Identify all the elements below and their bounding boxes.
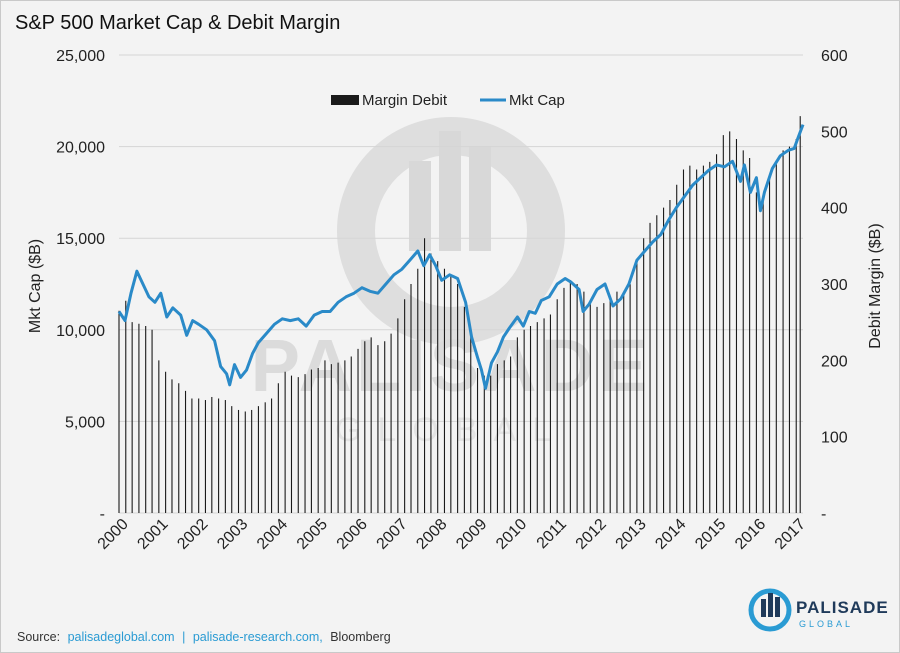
- grid-layer: [119, 54, 803, 514]
- x-tick-label: 2017: [772, 516, 809, 553]
- right-axis-title: Debit Margin ($B): [867, 223, 884, 348]
- x-tick-label: 2016: [732, 516, 769, 553]
- right-tick-label: 300: [821, 277, 848, 294]
- right-tick-label: 400: [821, 201, 848, 218]
- legend-label-margin-debit: Margin Debit: [362, 92, 448, 109]
- x-tick-label: 2007: [373, 516, 410, 553]
- brand-sub: GLOBAL: [799, 619, 853, 629]
- x-tick-label: 2009: [453, 516, 490, 553]
- left-tick-label: 10,000: [56, 323, 105, 340]
- left-axis-title: Mkt Cap ($B): [27, 239, 44, 333]
- brand-name: PALISADE: [796, 598, 889, 617]
- watermark-bar-icon: [409, 161, 431, 251]
- watermark-text: PALISADE: [251, 324, 652, 407]
- watermark-bar-icon: [439, 131, 461, 251]
- margin-debit-bars: [118, 116, 801, 513]
- x-tick-label: 2013: [613, 516, 650, 553]
- x-tick-label: 2001: [134, 516, 171, 553]
- brand-ring-icon: [748, 588, 792, 632]
- x-axis-ticks: 2000 2001 2002 2003 2004 2005 2006 2007 2008 2009…: [95, 516, 809, 553]
- brand-bar-icon: [768, 593, 773, 617]
- left-tick-label: 5,000: [65, 414, 105, 431]
- brand-bar-icon: [775, 597, 780, 617]
- legend-label-mkt-cap: Mkt Cap: [509, 92, 565, 109]
- source-extra: Bloomberg: [330, 630, 390, 644]
- x-tick-label: 2014: [652, 516, 689, 553]
- watermark-bar-icon: [469, 146, 491, 251]
- chart-title: S&P 500 Market Cap & Debit Margin: [15, 12, 340, 34]
- x-tick-label: 2004: [254, 516, 291, 553]
- source-note: Source: palisadeglobal.com | palisade-re…: [17, 630, 391, 644]
- legend-swatch-margin-debit: [331, 95, 359, 105]
- source-label: Source:: [17, 630, 60, 644]
- source-separator: |: [182, 630, 185, 644]
- x-tick-label: 2012: [573, 516, 610, 553]
- left-tick-label: 25,000: [56, 48, 105, 65]
- brand-logo: PALISADE GLOBAL: [748, 588, 889, 632]
- right-tick-label: 100: [821, 430, 848, 447]
- brand-bar-icon: [761, 599, 766, 617]
- x-tick-label: 2011: [534, 516, 570, 552]
- left-tick-label: 20,000: [56, 140, 105, 157]
- right-tick-label: 200: [821, 353, 848, 370]
- left-tick-label: 15,000: [56, 231, 105, 248]
- legend: Margin Debit Mkt Cap: [331, 92, 565, 109]
- x-tick-label: 2003: [214, 516, 251, 553]
- source-link-palisadeglobal[interactable]: palisadeglobal.com: [68, 630, 175, 644]
- left-tick-label: -: [100, 506, 105, 523]
- right-tick-label: 600: [821, 48, 848, 65]
- x-tick-label: 2002: [174, 516, 211, 553]
- mkt-cap-line-group: [117, 124, 805, 390]
- right-tick-label: -: [821, 506, 826, 523]
- x-tick-label: 2006: [334, 516, 371, 553]
- x-tick-label: 2005: [294, 516, 331, 553]
- x-tick-label: 2010: [493, 516, 530, 553]
- left-axis-ticks: - 5,000 10,000 15,000 20,000 25,000: [56, 48, 105, 523]
- mkt-cap-line: [117, 124, 805, 390]
- source-link-palisade-research[interactable]: palisade-research.com,: [193, 630, 323, 644]
- right-tick-label: 500: [821, 124, 848, 141]
- x-tick-label: 2015: [692, 516, 729, 553]
- x-tick-label: 2008: [413, 516, 450, 553]
- right-axis-ticks: - 100 200 300 400 500 600: [821, 48, 848, 523]
